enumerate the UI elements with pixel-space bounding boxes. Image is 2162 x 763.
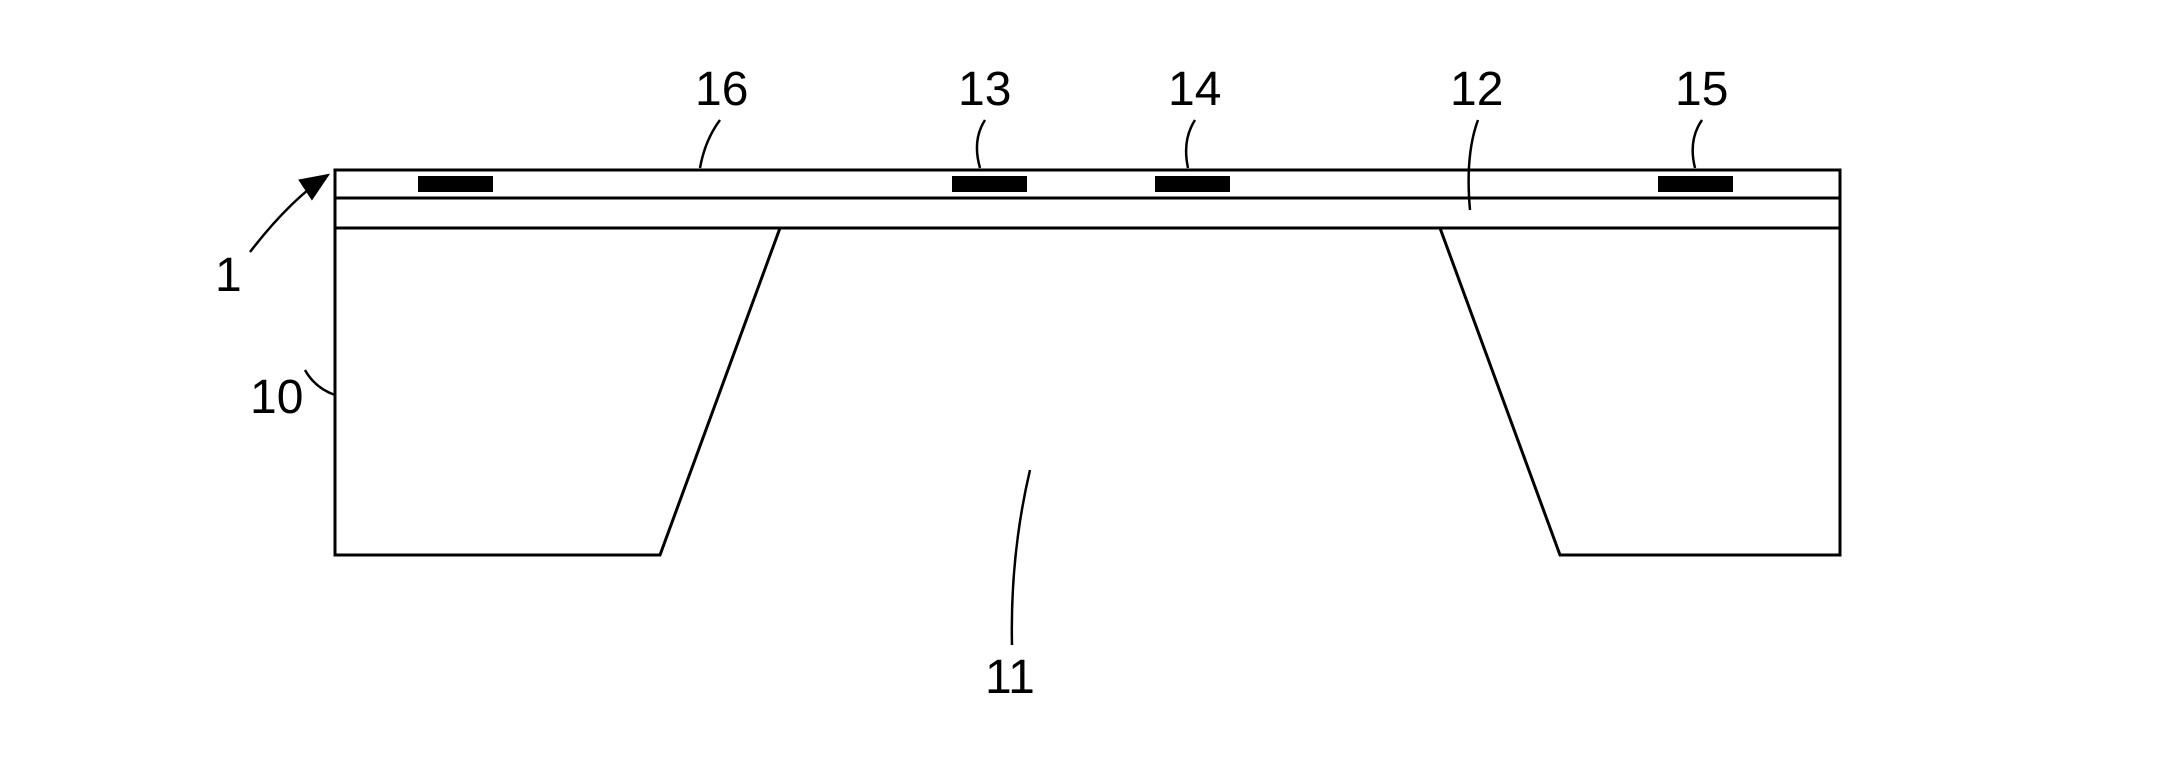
leader-11 [1012, 470, 1030, 645]
black-element-1 [418, 176, 493, 192]
leader-16 [700, 120, 720, 168]
label-14: 14 [1168, 62, 1221, 117]
black-element-3 [1155, 176, 1230, 192]
label-1: 1 [215, 248, 242, 303]
leader-14 [1186, 120, 1195, 168]
arrow-1 [250, 175, 328, 252]
leader-13 [977, 120, 985, 168]
leader-10 [305, 370, 335, 395]
substrate-left [335, 228, 780, 555]
diagram-container: 16 13 14 12 15 1 10 11 [0, 0, 2162, 763]
label-15: 15 [1675, 62, 1728, 117]
substrate-right [1440, 228, 1840, 555]
label-16: 16 [695, 62, 748, 117]
label-13: 13 [958, 62, 1011, 117]
label-10: 10 [250, 370, 303, 425]
black-element-4 [1658, 176, 1733, 192]
label-12: 12 [1450, 62, 1503, 117]
label-11: 11 [985, 650, 1035, 705]
second-layer [335, 198, 1840, 228]
top-layer [335, 170, 1840, 198]
cross-section-svg [0, 0, 2162, 763]
leader-15 [1693, 120, 1702, 168]
black-element-2 [952, 176, 1027, 192]
